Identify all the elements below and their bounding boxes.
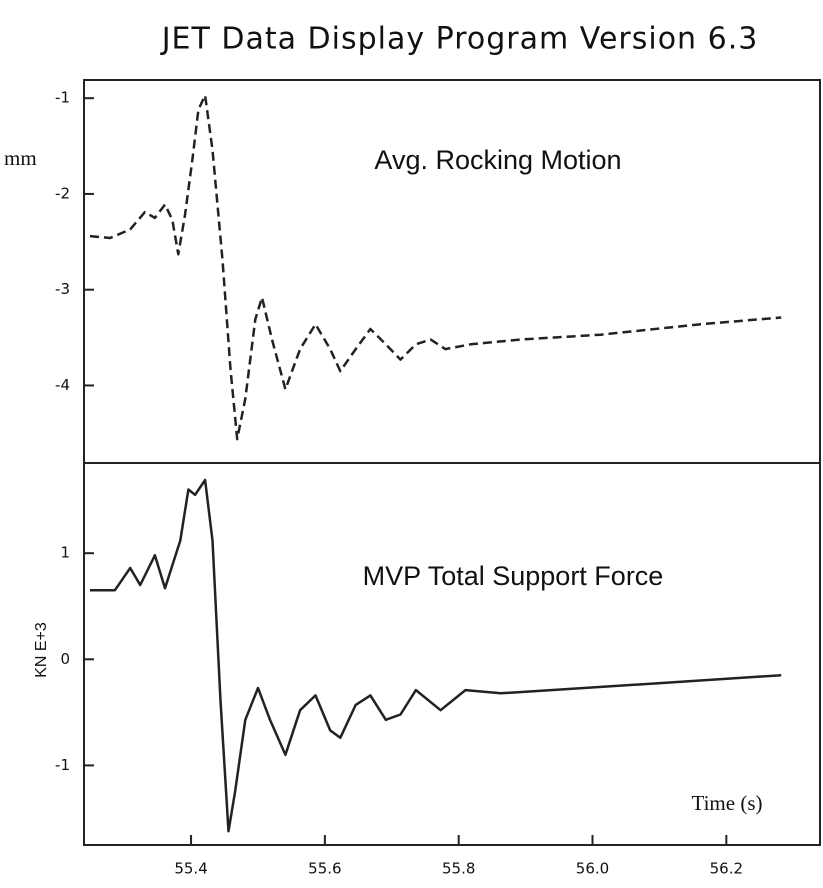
y-axis-label: KN E+3: [33, 622, 50, 678]
chart-title: JET Data Display Program Version 6.3: [160, 22, 759, 57]
y-tick-label: -3: [55, 280, 70, 298]
y-tick-label: 0: [60, 650, 70, 668]
x-tick-label: 55.8: [442, 860, 475, 878]
data-line: [89, 94, 782, 441]
y-tick-label: -1: [55, 756, 70, 774]
y-axis-label: mm: [4, 146, 37, 170]
data-line: [90, 478, 782, 833]
x-axis-label: Time (s): [692, 791, 763, 815]
y-tick-label: -4: [55, 376, 70, 394]
x-tick-label: 56.0: [576, 860, 609, 878]
panel-annotation: Avg. Rocking Motion: [374, 145, 621, 175]
y-tick-label: 1: [60, 544, 70, 562]
y-tick-label: -2: [55, 184, 70, 202]
x-tick-label: 55.4: [174, 860, 207, 878]
x-tick-label: 56.2: [710, 860, 743, 878]
x-tick-label: 55.6: [308, 860, 341, 878]
y-tick-label: -1: [55, 89, 70, 107]
panel-annotation: MVP Total Support Force: [363, 561, 664, 591]
